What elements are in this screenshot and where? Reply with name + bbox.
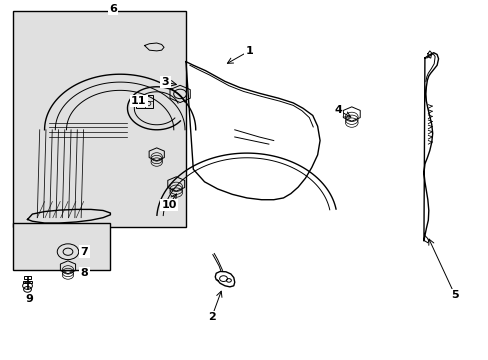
Bar — [136, 95, 153, 108]
Text: 4: 4 — [333, 105, 342, 115]
Text: 1: 1 — [245, 46, 253, 56]
Text: 10: 10 — [161, 200, 176, 210]
Bar — [24, 276, 31, 279]
Bar — [13, 223, 110, 270]
Text: 3: 3 — [162, 77, 169, 87]
Text: 11: 11 — [131, 96, 146, 106]
Text: 5: 5 — [450, 291, 458, 301]
Bar — [23, 281, 32, 283]
Text: 9: 9 — [25, 294, 33, 304]
Text: 8: 8 — [81, 268, 88, 278]
Text: 2: 2 — [207, 312, 215, 322]
Text: 6: 6 — [109, 4, 117, 14]
Text: 7: 7 — [81, 247, 88, 257]
Bar — [13, 12, 185, 226]
